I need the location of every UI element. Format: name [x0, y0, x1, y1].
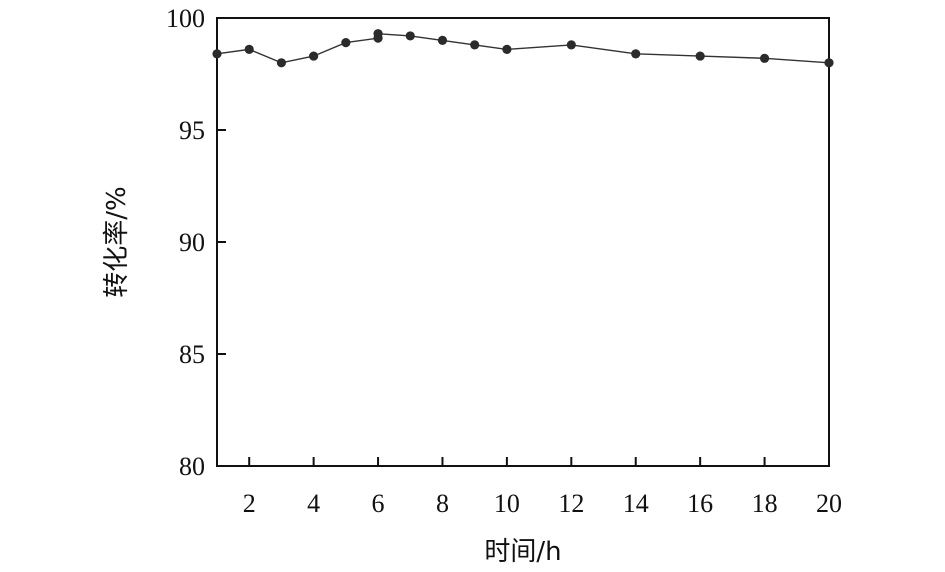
y-tick-label: 100	[166, 4, 205, 33]
data-point	[759, 53, 770, 63]
y-tick-label: 95	[179, 116, 205, 145]
x-tick-label: 20	[816, 489, 842, 518]
data-point	[437, 35, 448, 46]
data-point	[631, 49, 641, 59]
x-axis-ticks: 2 4 6 8 10 12 14 16 18 20	[243, 457, 842, 518]
data-point	[341, 38, 351, 48]
data-point	[244, 44, 254, 54]
x-tick-label: 18	[752, 489, 778, 518]
data-point	[309, 51, 319, 61]
x-tick-label: 16	[687, 489, 713, 518]
x-tick-label: 2	[243, 489, 256, 518]
data-point	[405, 31, 415, 41]
series-line-0	[216, 32, 830, 64]
data-point	[212, 49, 222, 59]
plot-frame	[216, 17, 830, 467]
x-tick-label: 10	[494, 489, 520, 518]
y-tick-label: 90	[179, 228, 205, 257]
y-axis-ticks: 80 85 90 95 100	[166, 4, 226, 481]
x-tick-label: 8	[436, 489, 449, 518]
x-tick-label: 12	[558, 489, 584, 518]
data-point	[276, 58, 287, 68]
data-point	[695, 51, 705, 61]
data-point	[470, 40, 480, 50]
x-tick-label: 4	[307, 489, 320, 518]
x-tick-label: 14	[623, 489, 649, 518]
y-tick-label: 80	[179, 452, 205, 481]
data-point	[566, 40, 576, 50]
data-point	[824, 58, 834, 68]
x-axis-title: 时间/h	[484, 537, 561, 567]
data-point	[502, 44, 512, 54]
x-tick-label: 6	[372, 489, 385, 518]
data-point	[373, 29, 383, 39]
series-layer	[212, 29, 834, 68]
y-tick-label: 85	[179, 340, 205, 369]
y-axis-title: 转化率/%	[102, 186, 132, 297]
